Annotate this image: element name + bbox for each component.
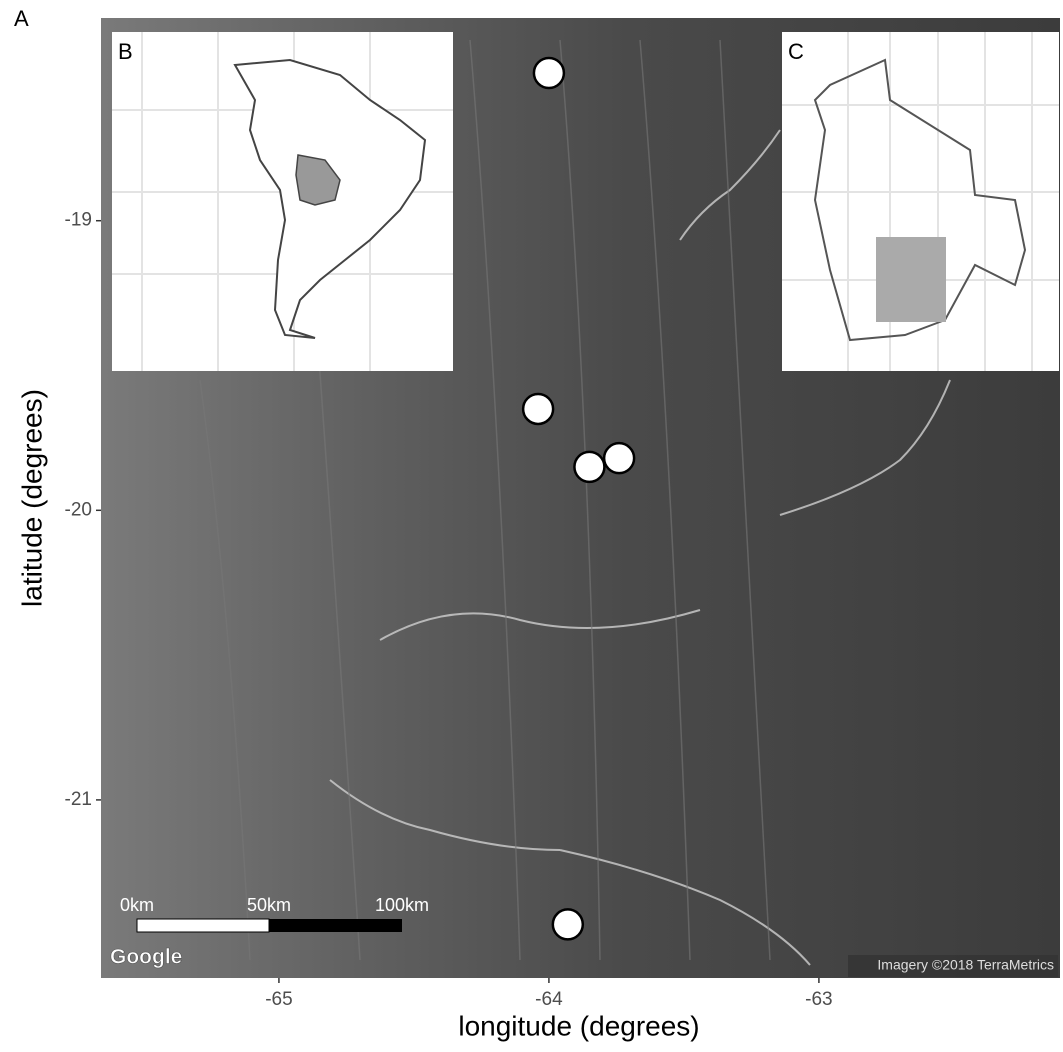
x-axis-title: longitude (degrees) bbox=[458, 1010, 699, 1041]
x-tick-label: -64 bbox=[535, 989, 563, 1010]
attribution-bg bbox=[848, 955, 1058, 977]
y-tick-label: -19 bbox=[65, 210, 92, 231]
attribution: Imagery ©2018 TerraMetrics bbox=[877, 957, 1054, 973]
logo: Google bbox=[110, 946, 182, 969]
scale-label: 0km bbox=[120, 895, 154, 915]
scale-bar: 0km 50km 100km bbox=[120, 895, 429, 933]
inset-bolivia: C bbox=[782, 32, 1059, 371]
x-tick-label: -65 bbox=[265, 989, 292, 1010]
site-point bbox=[573, 450, 606, 484]
scale-label: 50km bbox=[247, 895, 291, 915]
rivers bbox=[329, 129, 951, 966]
y-tick-label: -21 bbox=[65, 789, 92, 810]
scale-label: 100km bbox=[375, 895, 429, 915]
x-tick-label: -63 bbox=[805, 989, 832, 1010]
y-tick-label: -20 bbox=[65, 499, 92, 520]
site-point bbox=[602, 441, 636, 475]
inset-label: B bbox=[118, 39, 133, 64]
panel-label: A bbox=[14, 6, 29, 31]
ridges bbox=[199, 39, 771, 961]
site-point bbox=[532, 56, 566, 90]
inset-south-america: B bbox=[112, 32, 453, 371]
y-axis-title: latitude (degrees) bbox=[16, 389, 47, 607]
inset-label: C bbox=[788, 39, 804, 64]
site-point bbox=[551, 908, 585, 941]
site-point bbox=[521, 392, 555, 426]
